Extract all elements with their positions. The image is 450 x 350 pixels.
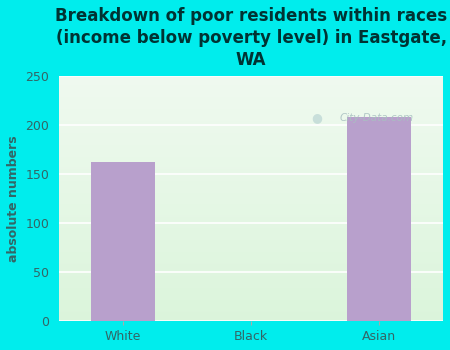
Y-axis label: absolute numbers: absolute numbers (7, 135, 20, 262)
Title: Breakdown of poor residents within races
(income below poverty level) in Eastgat: Breakdown of poor residents within races… (55, 7, 447, 69)
Text: ●: ● (311, 112, 322, 125)
Bar (91, 162, 155, 321)
Text: City-Data.com: City-Data.com (339, 113, 414, 123)
Bar (347, 117, 411, 321)
